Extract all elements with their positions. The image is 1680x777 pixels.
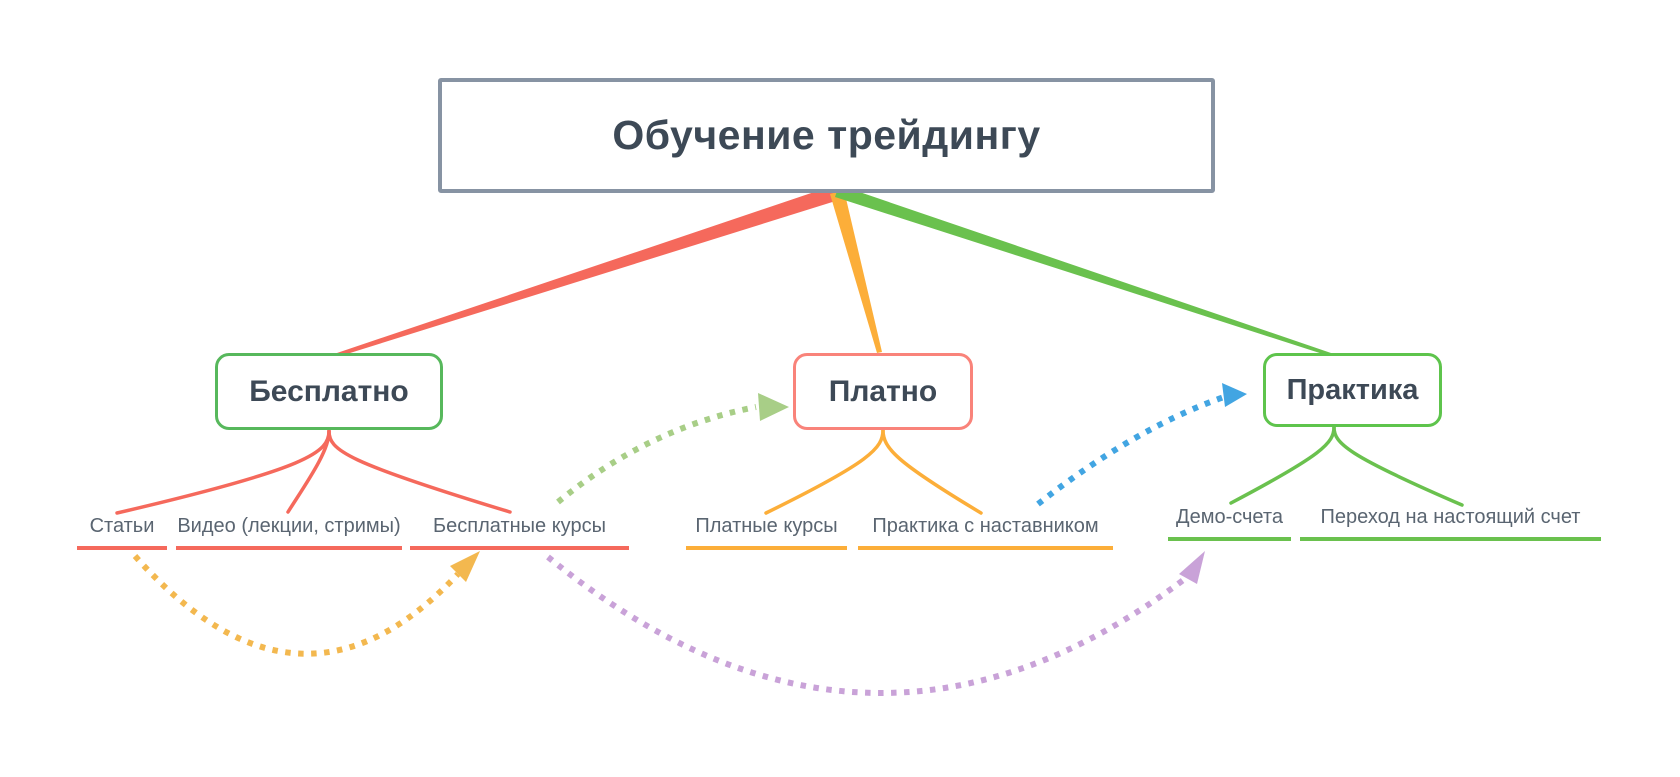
subtopic-video[interactable]: Видео (лекции, стримы) [176, 513, 402, 550]
link-articles-to-freecourses [132, 554, 461, 657]
topic-practice[interactable]: Практика [1263, 353, 1442, 427]
branch-paid-to-mentor [881, 428, 983, 515]
link-freecourses-to-demo [546, 554, 1188, 696]
branch-free-to-freecourses [327, 429, 512, 514]
topic-practice-label: Практика [1286, 373, 1419, 406]
link-mentor-to-practice [1036, 394, 1225, 507]
branch-root-to-paid [830, 190, 882, 353]
branch-paid-to-paidcourses [764, 428, 885, 515]
topic-paid[interactable]: Платно [793, 353, 973, 430]
topic-free[interactable]: Бесплатно [215, 353, 443, 430]
subtopic-paid-courses[interactable]: Платные курсы [686, 513, 847, 550]
root-topic[interactable]: Обучение трейдингу [438, 78, 1215, 193]
subtopic-mentor-practice[interactable]: Практика с наставником [858, 513, 1113, 550]
link-freecourses-to-paid-arrowhead [758, 393, 789, 421]
branch-free-to-video [286, 429, 331, 514]
branch-root-to-free [331, 186, 842, 358]
subtopic-demo-accounts[interactable]: Демо-счета [1168, 504, 1291, 541]
topic-free-label: Бесплатно [249, 374, 409, 408]
branch-root-to-practice [835, 185, 1331, 356]
subtopic-free-courses[interactable]: Бесплатные курсы [410, 513, 629, 550]
subtopic-real-account[interactable]: Переход на настоящий счет [1300, 504, 1601, 541]
link-freecourses-to-paid [556, 404, 757, 505]
link-articles-to-freecourses-arrowhead [450, 551, 480, 582]
subtopic-articles[interactable]: Статьи [77, 513, 167, 550]
root-topic-label: Обучение трейдингу [612, 112, 1041, 158]
link-mentor-to-practice-arrowhead [1222, 383, 1247, 407]
link-freecourses-to-demo-arrowhead [1179, 551, 1205, 584]
branch-practice-to-real [1332, 425, 1464, 507]
topic-paid-label: Платно [828, 374, 938, 408]
branch-practice-to-demo [1229, 425, 1336, 505]
